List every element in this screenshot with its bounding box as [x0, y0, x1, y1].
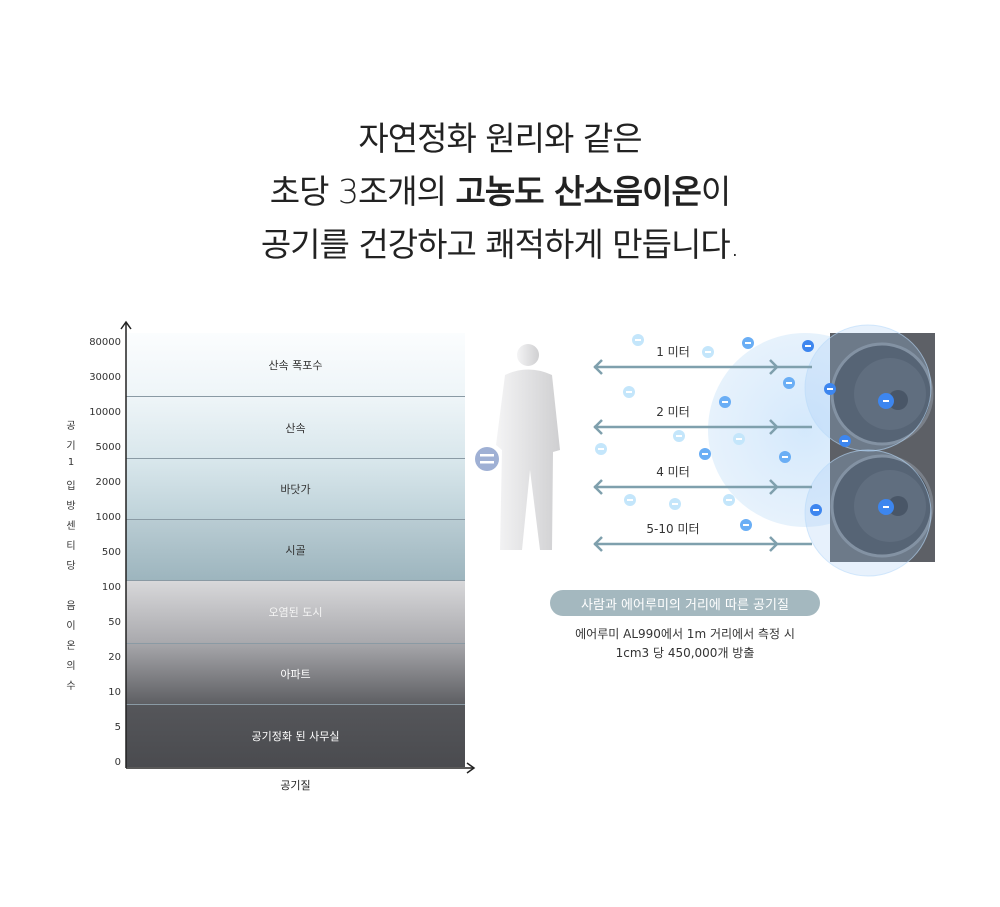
y-axis-label-char: 공 — [66, 421, 76, 432]
distance-label: 4 미터 — [656, 465, 690, 479]
negative-ion-icon — [802, 340, 814, 352]
y-axis-label-char: 1 — [67, 457, 75, 468]
band-label: 산속 — [285, 421, 306, 435]
band: 아파트 — [126, 644, 465, 705]
distance-label: 1 미터 — [656, 345, 690, 359]
y-tick-label: 10 — [108, 687, 121, 698]
y-tick-label: 80000 — [89, 337, 121, 348]
headline-line-2: 초당 3조개의 고농도 산소음이온이 — [0, 165, 1000, 218]
y-tick-label: 5 — [114, 722, 121, 733]
y-tick-label: 1000 — [95, 512, 121, 523]
y-tick-label: 20 — [108, 652, 121, 663]
axes — [120, 320, 476, 774]
negative-ion-icon — [623, 386, 635, 398]
headline-bold: 고농도 산소음이온 — [455, 172, 702, 211]
band: 바닷가 — [126, 459, 465, 520]
headline-line-3: 공기를 건강하고 쾌적하게 만듭니다. — [260, 225, 740, 264]
x-axis-label: 공기질 — [280, 779, 311, 792]
y-axis-label-char: 의 — [66, 661, 76, 672]
headline: 자연정화 원리와 같은 초당 3조개의 고농도 산소음이온이 공기를 건강하고 … — [0, 112, 1000, 271]
distance-arrow — [593, 359, 812, 375]
negative-ion-icon — [878, 499, 894, 515]
y-tick-label: 30000 — [89, 372, 121, 383]
headline-line-1: 자연정화 원리와 같은 — [358, 119, 642, 158]
y-axis-label-char: 입 — [66, 481, 76, 492]
y-axis-label-char: 수 — [66, 681, 76, 692]
y-tick-label: 0 — [114, 757, 121, 768]
band-label: 산속 폭포수 — [268, 358, 323, 372]
negative-ion-icon — [632, 334, 644, 346]
negative-ion-icon — [723, 494, 735, 506]
negative-ion-icon — [595, 443, 607, 455]
distance-arrow — [593, 419, 812, 435]
band: 시골 — [126, 520, 465, 581]
y-axis-label-char: 이 — [66, 621, 76, 632]
y-axis-label-char: 센 — [66, 521, 76, 532]
headline-text: 초당 3조개의 — [269, 172, 456, 211]
band: 오염된 도시 — [126, 581, 465, 644]
y-tick-label: 500 — [101, 547, 121, 558]
distance-label: 2 미터 — [656, 405, 690, 419]
band-label: 아파트 — [280, 668, 311, 681]
negative-ion-icon — [699, 448, 711, 460]
y-axis-label-char: 방 — [66, 501, 76, 512]
negative-ion-icon — [742, 337, 754, 349]
negative-ion-icon — [810, 504, 822, 516]
equals-icon — [475, 447, 499, 471]
y-axis-label-char: 온 — [66, 641, 76, 652]
caption: 에어루미 AL990에서 1m 거리에서 측정 시 1cm3 당 450,000… — [550, 625, 820, 663]
negative-ion-icon — [779, 451, 791, 463]
y-tick-label: 10000 — [89, 407, 121, 418]
negative-ion-icon — [733, 433, 745, 445]
y-axis-label-char: 기 — [66, 441, 76, 452]
air-purifier-device — [804, 324, 935, 577]
y-tick-label: 5000 — [95, 442, 121, 453]
negative-ion-icon — [839, 435, 851, 447]
negative-ion-icon — [702, 346, 714, 358]
negative-ion-icon — [740, 519, 752, 531]
negative-ion-icon — [669, 498, 681, 510]
negative-ion-icon — [673, 430, 685, 442]
y-tick-label: 2000 — [95, 477, 121, 488]
band-label: 시골 — [285, 544, 306, 557]
caption-line-1: 에어루미 AL990에서 1m 거리에서 측정 시 — [575, 627, 795, 641]
distance-pill-label: 사람과 에어루미의 거리에 따른 공기질 — [550, 590, 820, 616]
negative-ion-icon — [878, 393, 894, 409]
caption-line-2: 1cm3 당 450,000개 방출 — [615, 646, 755, 660]
negative-ion-icon — [824, 383, 836, 395]
person-silhouette-icon — [496, 344, 560, 550]
distance-label: 5-10 미터 — [646, 522, 700, 536]
y-axis-label-char: 티 — [66, 541, 76, 552]
headline-text: 이 — [700, 172, 731, 211]
band-label: 바닷가 — [280, 483, 311, 496]
band: 산속 폭포수 — [126, 333, 465, 397]
band: 공기정화 된 사무실 — [126, 705, 465, 767]
y-axis-label-char: 음 — [66, 601, 76, 612]
y-tick-label: 50 — [108, 617, 121, 628]
distance-arrow — [593, 536, 812, 552]
negative-ion-icon — [624, 494, 636, 506]
y-axis-label-char: 당 — [66, 561, 76, 572]
band-label: 오염된 도시 — [268, 606, 323, 619]
band: 산속 — [126, 397, 465, 459]
negative-ion-icon — [783, 377, 795, 389]
negative-ion-icon — [719, 396, 731, 408]
y-tick-label: 100 — [101, 582, 121, 593]
band-label: 공기정화 된 사무실 — [251, 730, 340, 743]
distance-arrow — [593, 479, 812, 495]
